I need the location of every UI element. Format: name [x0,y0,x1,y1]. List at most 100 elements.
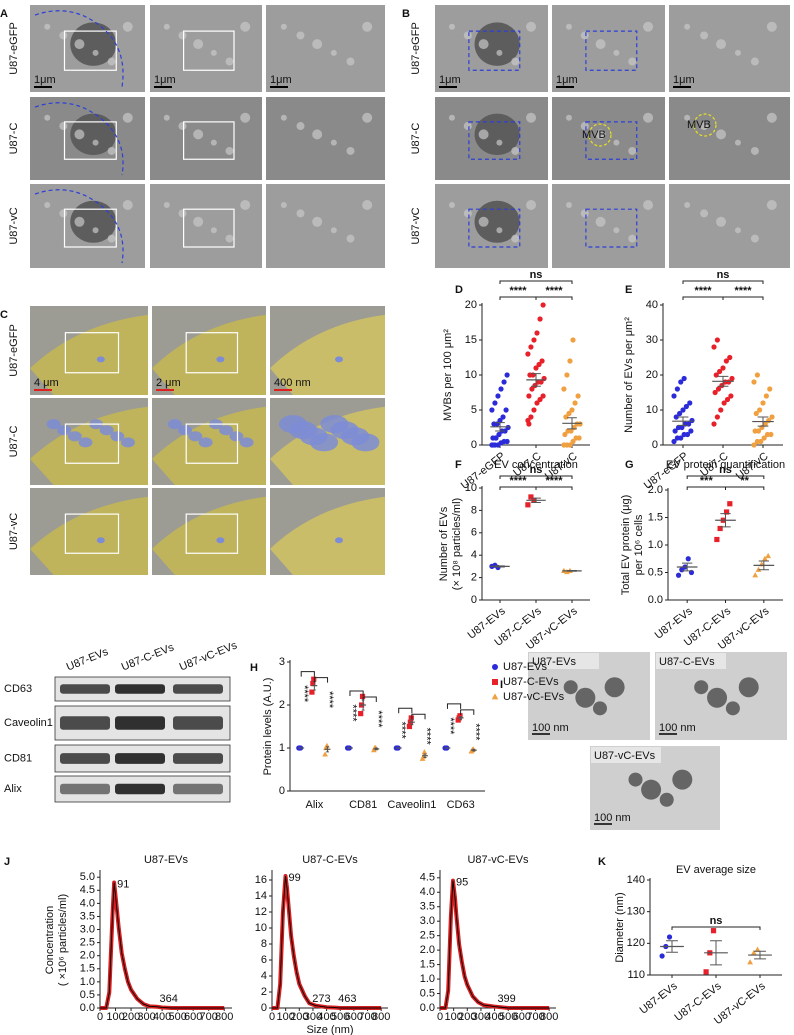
vesicle [707,687,728,708]
label-bg [529,653,599,669]
data-point [528,414,534,420]
data-point [666,934,673,940]
organelle [478,216,489,227]
y-tick-label: 2.5 [80,937,95,949]
cell-outline [34,102,124,176]
data-point [561,386,567,392]
organelle [448,202,455,208]
scale-bar-label: 4 μm [34,377,59,389]
zoom-box [585,208,638,248]
zoom-box [183,208,235,248]
panel-label: G [625,459,634,471]
y-tick-label: 5.0 [80,871,95,883]
organelle [74,216,85,227]
chart-title: EV concentration [494,459,578,471]
y-tick-label: 10 [465,482,477,494]
organelle [628,146,637,155]
data-point [408,715,414,721]
vesicle [335,356,343,363]
x-tick-label: 700 [358,1011,376,1023]
vesicle [694,680,709,695]
y-tick-label: 2 [261,986,267,998]
vesicle-cluster [67,431,82,442]
nucleus [70,22,117,66]
data-point [712,389,718,396]
x-tick-label: Caveolin1 [387,799,436,811]
organelle [766,200,777,210]
data-point [492,400,498,406]
organelle [44,202,51,208]
zoom-box [468,121,521,160]
organelle [312,129,323,140]
error-bar [567,570,577,572]
data-point [747,959,753,965]
blot-row-label: CD81 [4,752,32,764]
organelle [210,139,217,146]
blot-band [173,753,223,764]
y-tick-label: 3.0 [420,915,435,927]
vesicle [96,537,105,544]
significance-bracket [411,713,426,720]
y-tick-label: 2 [279,699,285,711]
data-point [679,424,685,431]
organelle [59,209,68,218]
data-point [495,393,501,399]
blot-band [115,684,165,694]
data-point [534,330,540,336]
data-point [563,414,569,420]
organelle [643,112,654,123]
data-point [677,410,683,417]
cell-surface [270,496,385,575]
data-point [500,414,506,420]
nucleus [70,113,117,156]
organelle [296,31,305,40]
x-tick-label: 200 [458,1011,476,1023]
data-point [567,358,573,364]
error-bar [677,416,689,426]
micrograph [266,184,385,268]
scale-bar-label: 2 μm [156,377,181,389]
data-point [714,536,720,543]
row-label: U87-C [8,123,20,155]
y-tick-label: 4.0 [80,897,95,909]
organelle [448,23,455,30]
significance-bracket [671,926,761,930]
y-tick-label: 1.5 [648,511,663,523]
organelle [580,122,589,131]
scale-bar-label: 1μm [673,74,695,86]
organelle [92,139,99,146]
organelle [463,209,472,218]
y-axis-label: Concentration [44,906,56,975]
x-tick-label: 100 [276,1011,294,1023]
y-tick-label: 0 [279,785,285,797]
label-bg [591,747,661,763]
organelle [496,139,503,146]
cell-outline [34,189,124,264]
row-label: U87-eGFP [8,324,20,377]
organelle [240,200,251,210]
size-distribution-line [100,882,225,1009]
significance-bracket [362,696,377,702]
data-point [572,400,578,406]
data-point [498,386,504,392]
significance-label: **** [372,710,384,728]
significance-bracket [499,486,537,490]
vesicle [216,537,225,544]
organelle [178,209,187,218]
size-distribution-band [440,878,550,1010]
vesicle-cluster [99,425,114,436]
zoom-box [183,30,235,71]
organelle [478,129,489,140]
legend-label: U87-EVs [503,661,548,673]
y-tick-label: 2.0 [420,944,435,956]
y-tick-label: 4.5 [420,872,435,884]
organelle [92,227,99,234]
data-point [721,400,727,406]
error-bar [374,747,378,751]
data-point [718,407,724,413]
data-point [537,396,543,403]
y-tick-label: 4.5 [80,884,95,896]
data-point [681,375,687,382]
organelle [240,21,251,32]
data-point [562,431,568,438]
